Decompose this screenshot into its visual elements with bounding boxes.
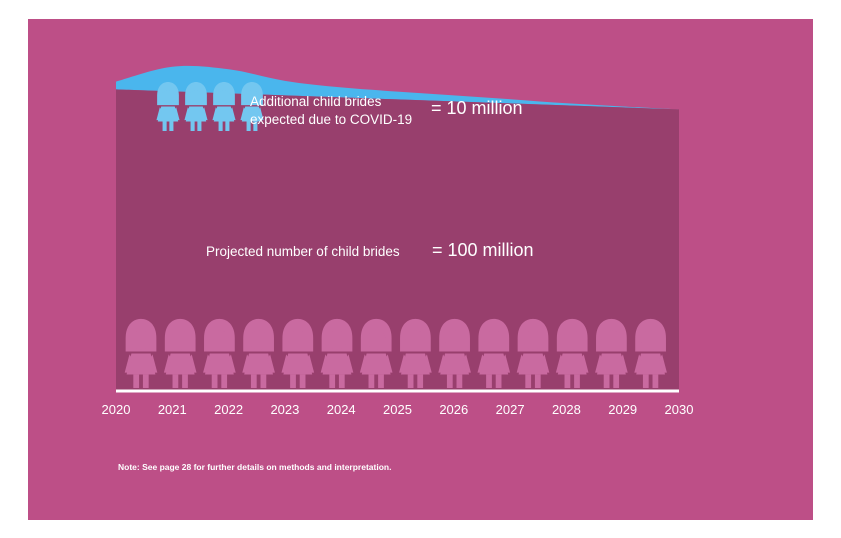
projected-area [116,89,679,392]
girl-figure-icon [555,318,589,388]
covid-figure-row [156,82,264,131]
x-tick-label: 2025 [383,402,412,417]
girl-figure-icon [240,82,264,131]
x-tick-label: 2023 [270,402,299,417]
girl-figure-icon [399,318,432,388]
girl-figure-icon [320,318,354,388]
girl-figure-icon [516,318,550,388]
projected-label: Projected number of child brides [206,244,400,259]
x-tick-label: 2027 [496,402,525,417]
x-axis-ticks: 2020 2021 2022 2023 2024 2025 2026 2027 2028 2029… [102,402,694,417]
girl-figure-icon [163,318,197,388]
projected-value: = 100 million [432,240,534,260]
girl-figure-icon [184,82,208,131]
girl-figure-icon [281,318,315,388]
covid-additional-area [116,65,679,110]
covid-label-line2: expected due to COVID-19 [250,112,412,127]
girl-figure-icon [203,318,236,388]
covid-label-line1: Additional child brides [250,94,382,109]
girl-figure-icon [438,318,471,388]
x-tick-label: 2021 [158,402,187,417]
girl-figure-icon [477,318,511,388]
x-tick-label: 2030 [665,402,694,417]
girl-figure-icon [212,82,236,131]
x-tick-label: 2024 [327,402,356,417]
projected-figure-row [124,318,667,388]
girl-figure-icon [359,318,393,388]
girl-figure-icon [595,318,628,388]
girl-figure-icon [634,318,667,388]
x-tick-label: 2020 [102,402,131,417]
x-tick-label: 2022 [214,402,243,417]
girl-figure-icon [242,318,275,388]
girl-figure-icon [124,318,158,388]
covid-value: = 10 million [431,98,523,118]
girl-figure-icon [156,82,180,131]
x-tick-label: 2026 [439,402,468,417]
x-tick-label: 2029 [608,402,637,417]
footnote: Note: See page 28 for further details on… [118,462,392,472]
x-tick-label: 2028 [552,402,581,417]
